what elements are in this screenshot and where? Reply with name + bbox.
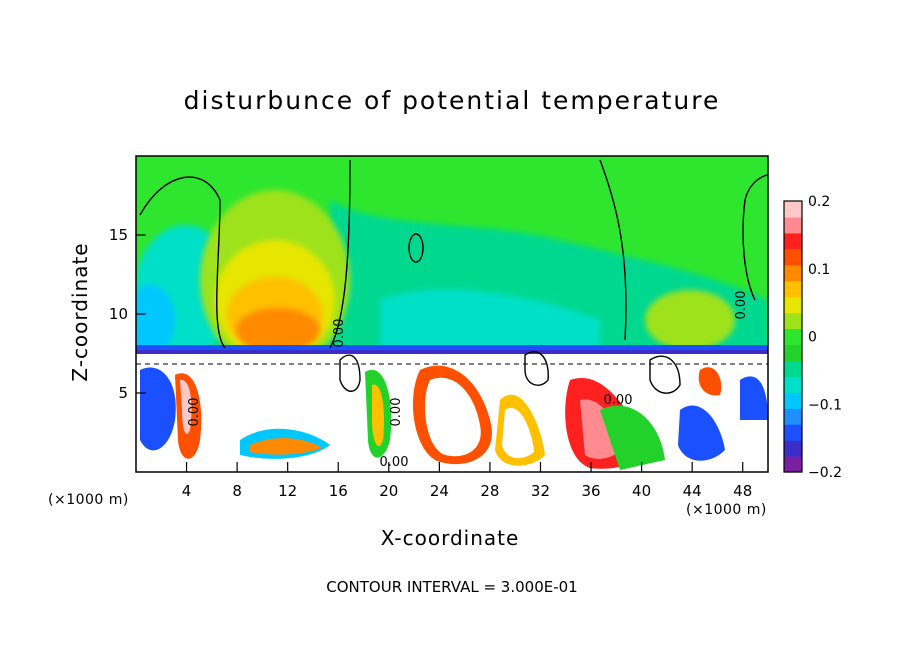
contour-label: 0.00 — [734, 291, 749, 320]
colorbar-swatch — [784, 248, 802, 266]
x-tick-label: 44 — [683, 482, 702, 500]
colorbar-swatch — [784, 424, 802, 441]
contour-label: 0.00 — [187, 398, 202, 427]
colorbar-tick-label: −0.1 — [808, 397, 842, 413]
colorbar-swatch — [784, 328, 802, 346]
x-tick-label: 28 — [480, 482, 499, 500]
colorbar-frame — [783, 200, 803, 473]
x-tick-label: 48 — [733, 482, 752, 500]
x-tick-label: 36 — [581, 482, 600, 500]
colorbar-swatch — [784, 376, 802, 393]
x-axis-label: X-coordinate — [380, 526, 520, 550]
x-unit-label-right: (×1000 m) — [686, 502, 767, 518]
x-tick-label: 32 — [531, 482, 550, 500]
colorbar-swatch — [784, 232, 802, 250]
contour-label: 0.00 — [380, 455, 409, 470]
x-tick-label: 4 — [182, 482, 192, 500]
x-axis: 4 8 12 16 20 24 28 32 36 40 44 48 — [182, 462, 752, 500]
x-tick-label: 40 — [632, 482, 651, 500]
contour-label: 0.00 — [389, 398, 404, 427]
contour-label: 0.00 — [604, 393, 633, 408]
colorbar-tick-label: 0.1 — [808, 262, 830, 278]
colorbar-tick-label: −0.2 — [808, 465, 842, 481]
x-tick-label: 8 — [232, 482, 242, 500]
y-axis: 5 10 15 — [109, 226, 146, 402]
colorbar-swatch — [784, 456, 802, 473]
y-tick-label: 10 — [109, 305, 128, 323]
y-tick-label: 5 — [118, 384, 128, 402]
colorbar-swatch — [784, 201, 802, 218]
colorbar-swatch — [784, 408, 802, 425]
colorbar-tick-label: 0.2 — [808, 194, 830, 210]
colorbar-tick-label: 0 — [808, 330, 817, 346]
colorbar: 0.2 0.1 0 −0.1 −0.2 — [783, 194, 842, 481]
x-tick-label: 16 — [329, 482, 348, 500]
colorbar-swatch — [784, 392, 802, 409]
y-axis-label: Z-coordinate — [68, 242, 92, 382]
contour-label: 0.00 — [332, 319, 347, 348]
colorbar-swatch — [784, 312, 802, 330]
colorbar-swatch — [784, 280, 802, 298]
x-tick-label: 20 — [379, 482, 398, 500]
chart-title: disturbunce of potential temperature — [183, 86, 721, 115]
y-tick-label: 15 — [109, 226, 128, 244]
contour-interval-note: CONTOUR INTERVAL = 3.000E-01 — [326, 578, 578, 596]
colorbar-swatch — [784, 344, 802, 362]
colorbar-swatch — [784, 296, 802, 314]
colorbar-swatch — [784, 216, 802, 234]
x-unit-label-left: (×1000 m) — [48, 492, 129, 508]
x-tick-label: 24 — [430, 482, 449, 500]
plot-field — [136, 156, 768, 472]
colorbar-swatch — [784, 360, 802, 377]
colorbar-swatch — [784, 264, 802, 282]
x-tick-label: 12 — [278, 482, 297, 500]
contour-labels: 0.00 0.00 0.00 0.00 0.00 0.00 — [187, 291, 749, 470]
colorbar-swatch — [784, 440, 802, 457]
